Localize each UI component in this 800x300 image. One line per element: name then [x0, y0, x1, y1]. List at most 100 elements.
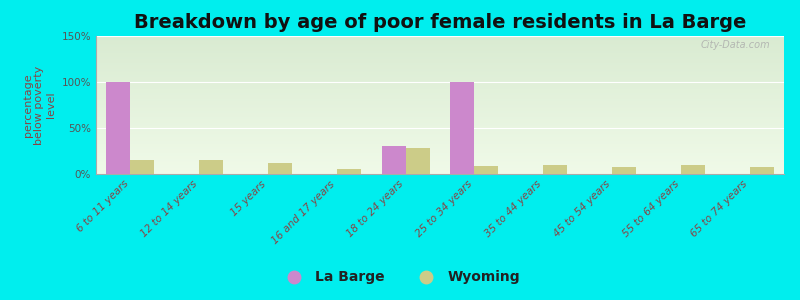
Bar — [96, 100, 784, 101]
Bar — [450, 82, 474, 174]
Bar — [96, 73, 784, 74]
Bar — [96, 70, 784, 71]
Bar — [96, 147, 784, 148]
Bar — [96, 112, 784, 113]
Bar — [96, 125, 784, 126]
Bar — [96, 41, 784, 42]
Bar — [382, 146, 406, 174]
Bar — [96, 51, 784, 52]
Bar — [96, 109, 784, 110]
Bar — [96, 39, 784, 40]
Bar — [96, 37, 784, 38]
Bar — [96, 171, 784, 172]
Bar — [96, 136, 784, 137]
Bar — [96, 142, 784, 143]
Bar — [96, 47, 784, 48]
Bar — [96, 120, 784, 121]
Bar — [96, 118, 784, 119]
Bar — [96, 103, 784, 104]
Text: City-Data.com: City-Data.com — [701, 40, 770, 50]
Bar — [96, 167, 784, 168]
Bar — [96, 69, 784, 70]
Bar — [96, 117, 784, 118]
Bar — [96, 44, 784, 45]
Bar — [96, 135, 784, 136]
Bar — [96, 128, 784, 129]
Bar — [543, 165, 567, 174]
Bar — [96, 92, 784, 93]
Bar — [96, 80, 784, 81]
Bar — [96, 127, 784, 128]
Title: Breakdown by age of poor female residents in La Barge: Breakdown by age of poor female resident… — [134, 13, 746, 32]
Bar — [96, 79, 784, 80]
Bar — [96, 49, 784, 50]
Bar — [681, 165, 705, 174]
Bar — [96, 68, 784, 69]
Bar — [96, 149, 784, 150]
Bar — [96, 94, 784, 95]
Bar — [96, 170, 784, 171]
Bar — [199, 160, 223, 174]
Bar — [96, 65, 784, 66]
Bar — [96, 111, 784, 112]
Bar — [96, 84, 784, 85]
Bar — [96, 81, 784, 82]
Legend: La Barge, Wyoming: La Barge, Wyoming — [274, 265, 526, 290]
Bar — [96, 108, 784, 109]
Bar — [268, 163, 292, 174]
Bar — [96, 104, 784, 105]
Bar — [96, 42, 784, 44]
Bar — [96, 157, 784, 158]
Bar — [96, 138, 784, 139]
Bar — [96, 151, 784, 152]
Bar — [96, 132, 784, 133]
Bar — [96, 156, 784, 157]
Bar — [96, 93, 784, 94]
Bar — [96, 162, 784, 163]
Bar — [96, 139, 784, 140]
Bar — [96, 98, 784, 99]
Bar — [96, 172, 784, 173]
Bar — [96, 144, 784, 145]
Bar — [96, 36, 784, 37]
Y-axis label: percentage
below poverty
level: percentage below poverty level — [22, 65, 56, 145]
Bar — [96, 82, 784, 83]
Bar — [96, 113, 784, 114]
Bar — [96, 158, 784, 159]
Bar — [96, 63, 784, 64]
Bar — [612, 167, 636, 174]
Bar — [130, 160, 154, 174]
Bar — [96, 58, 784, 59]
Bar — [96, 166, 784, 167]
Bar — [96, 83, 784, 84]
Bar — [96, 91, 784, 92]
Bar — [96, 119, 784, 120]
Bar — [96, 53, 784, 54]
Bar — [96, 159, 784, 160]
Bar — [96, 48, 784, 49]
Bar — [96, 140, 784, 141]
Bar — [96, 85, 784, 86]
Bar — [96, 72, 784, 73]
Bar — [96, 173, 784, 174]
Bar — [96, 96, 784, 97]
Bar — [96, 153, 784, 154]
Bar — [96, 54, 784, 55]
Bar — [96, 121, 784, 122]
Bar — [96, 57, 784, 58]
Bar — [96, 86, 784, 87]
Bar — [96, 52, 784, 53]
Bar — [96, 129, 784, 130]
Bar — [96, 169, 784, 170]
Bar — [96, 152, 784, 153]
Bar — [96, 105, 784, 106]
Bar — [96, 123, 784, 124]
Bar — [96, 146, 784, 147]
Bar — [96, 114, 784, 115]
Bar — [96, 55, 784, 56]
Bar — [96, 59, 784, 60]
Bar — [96, 95, 784, 96]
Bar — [96, 154, 784, 155]
Bar — [96, 97, 784, 98]
Bar — [96, 101, 784, 102]
